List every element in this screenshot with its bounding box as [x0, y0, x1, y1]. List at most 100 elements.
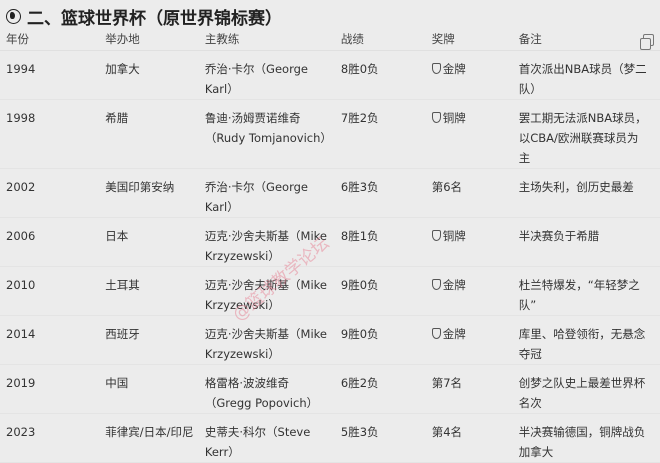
cell-coach: 鲁迪·汤姆贾诺维奇（Rudy Tomjanovich） [198, 99, 335, 169]
coach-text: 乔治·卡尔（George Karl） [204, 62, 308, 96]
host-text: 美国印第安纳 [105, 180, 175, 194]
medal-icon [431, 279, 441, 290]
cell-coach: 乔治·卡尔（George Karl） [198, 168, 335, 218]
cell-note: 首次派出NBA球员（梦二队） [512, 50, 660, 100]
cell-note: 创梦之队史上最差世界杯名次 [512, 364, 660, 414]
year-text: 2023 [6, 425, 36, 439]
year-text: 1994 [6, 62, 36, 76]
cell-note: 主场失利，创历史最差 [512, 168, 660, 218]
coach-text: 史蒂夫·科尔（Steve Kerr） [204, 425, 311, 459]
year-text: 2010 [6, 278, 36, 292]
host-text: 加拿大 [105, 62, 140, 76]
cell-host: 土耳其 [99, 266, 199, 316]
table-header: 年份 举办地 主教练 战绩 奖牌 备注 [0, 28, 660, 51]
coach-text: 格雷格·波波维奇（Gregg Popovich） [204, 376, 319, 410]
cell-record: 5胜3负 [334, 413, 426, 463]
year-text: 2006 [6, 229, 36, 243]
cell-year: 2002 [0, 168, 100, 218]
medal-text: 铜牌 [442, 229, 466, 243]
cell-record: 6胜2负 [334, 364, 426, 414]
table-row: 2006 日本 迈克·沙舍夫斯基（Mike Krzyzewski） 8胜1负 铜牌 半决赛… [0, 217, 660, 267]
medal-text: 第7名 [431, 376, 463, 390]
cell-record: 6胜3负 [334, 168, 426, 218]
table-row: 2002 美国印第安纳 乔治·卡尔（George Karl） 6胜3负 第6名 主场失利，… [0, 168, 660, 218]
section-title: 二、篮球世界杯（原世界锦标赛） [6, 4, 282, 29]
record-text: 8胜0负 [340, 62, 379, 76]
cell-record: 9胜0负 [334, 266, 426, 316]
col-host: 举办地 [99, 28, 199, 51]
table-row: 1998 希腊 鲁迪·汤姆贾诺维奇（Rudy Tomjanovich） 7胜2负 铜牌 罢… [0, 99, 660, 169]
cell-year: 1994 [0, 50, 100, 100]
cell-note: 杜兰特爆发，“年轻梦之队” [512, 266, 660, 316]
medal-text: 第4名 [431, 425, 463, 439]
cell-year: 1998 [0, 99, 100, 169]
cell-medal: 金牌 [425, 50, 513, 100]
table-row: 2019 中国 格雷格·波波维奇（Gregg Popovich） 6胜2负 第7名 创梦之… [0, 364, 660, 414]
medal-icon [431, 112, 441, 123]
cell-record: 8胜1负 [334, 217, 426, 267]
col-year: 年份 [0, 28, 100, 51]
coach-text: 鲁迪·汤姆贾诺维奇（Rudy Tomjanovich） [204, 111, 332, 145]
world-cup-table: 年份 举办地 主教练 战绩 奖牌 备注 1994 加拿大 乔治·卡尔（George … [0, 28, 660, 463]
cell-host: 加拿大 [99, 50, 199, 100]
year-text: 2014 [6, 327, 36, 341]
col-medal: 奖牌 [425, 28, 513, 51]
cell-year: 2010 [0, 266, 100, 316]
cell-note: 罢工期无法派NBA球员，以CBA/欧洲联赛球员为主 [512, 99, 660, 169]
year-text: 1998 [6, 111, 36, 125]
cell-medal: 金牌 [425, 266, 513, 316]
cell-note: 半决赛输德国，铜牌战负加拿大 [512, 413, 660, 463]
cell-host: 西班牙 [99, 315, 199, 365]
cell-coach: 乔治·卡尔（George Karl） [198, 50, 335, 100]
cell-medal: 铜牌 [425, 217, 513, 267]
medal-icon [431, 328, 441, 339]
cell-medal: 第4名 [425, 413, 513, 463]
record-text: 9胜0负 [340, 278, 379, 292]
note-text: 创梦之队史上最差世界杯名次 [518, 376, 646, 410]
cell-medal: 第6名 [425, 168, 513, 218]
cell-medal: 金牌 [425, 315, 513, 365]
host-text: 菲律宾/日本/印尼 [105, 425, 194, 439]
col-coach: 主教练 [198, 28, 335, 51]
record-text: 8胜1负 [340, 229, 379, 243]
cell-record: 9胜0负 [334, 315, 426, 365]
year-text: 2002 [6, 180, 36, 194]
record-text: 6胜2负 [340, 376, 379, 390]
record-text: 6胜3负 [340, 180, 379, 194]
note-text: 库里、哈登领衔，无悬念夺冠 [518, 327, 646, 361]
cell-year: 2006 [0, 217, 100, 267]
medal-text: 金牌 [442, 327, 466, 341]
cell-coach: 迈克·沙舍夫斯基（Mike Krzyzewski） [198, 217, 335, 267]
cell-host: 日本 [99, 217, 199, 267]
coach-text: 迈克·沙舍夫斯基（Mike Krzyzewski） [204, 327, 327, 361]
note-text: 半决赛负于希腊 [518, 229, 600, 243]
record-text: 7胜2负 [340, 111, 379, 125]
col-record: 战绩 [334, 28, 426, 51]
medal-text: 金牌 [442, 62, 466, 76]
medal-text: 铜牌 [442, 111, 466, 125]
table-row: 2010 土耳其 迈克·沙舍夫斯基（Mike Krzyzewski） 9胜0负 金牌 杜兰… [0, 266, 660, 316]
year-text: 2019 [6, 376, 36, 390]
cell-host: 中国 [99, 364, 199, 414]
table-row: 2023 菲律宾/日本/印尼 史蒂夫·科尔（Steve Kerr） 5胜3负 第4名 半决… [0, 413, 660, 463]
col-note: 备注 [512, 28, 660, 51]
medal-icon [431, 230, 441, 241]
globe-icon [6, 8, 21, 24]
cell-coach: 迈克·沙舍夫斯基（Mike Krzyzewski） [198, 266, 335, 316]
medal-text: 金牌 [442, 278, 466, 292]
cell-host: 希腊 [99, 99, 199, 169]
note-text: 半决赛输德国，铜牌战负加拿大 [518, 425, 646, 459]
cell-note: 半决赛负于希腊 [512, 217, 660, 267]
cell-host: 美国印第安纳 [99, 168, 199, 218]
cell-medal: 铜牌 [425, 99, 513, 169]
note-text: 主场失利，创历史最差 [518, 180, 634, 194]
medal-icon [431, 63, 441, 74]
table-row: 1994 加拿大 乔治·卡尔（George Karl） 8胜0负 金牌 首次派出NBA球员… [0, 50, 660, 100]
table-row: 2014 西班牙 迈克·沙舍夫斯基（Mike Krzyzewski） 9胜0负 金牌 库里… [0, 315, 660, 365]
cell-coach: 格雷格·波波维奇（Gregg Popovich） [198, 364, 335, 414]
record-text: 9胜0负 [340, 327, 379, 341]
host-text: 日本 [105, 229, 129, 243]
cell-coach: 迈克·沙舍夫斯基（Mike Krzyzewski） [198, 315, 335, 365]
section-title-text: 二、篮球世界杯（原世界锦标赛） [27, 8, 282, 29]
cell-host: 菲律宾/日本/印尼 [99, 413, 199, 463]
